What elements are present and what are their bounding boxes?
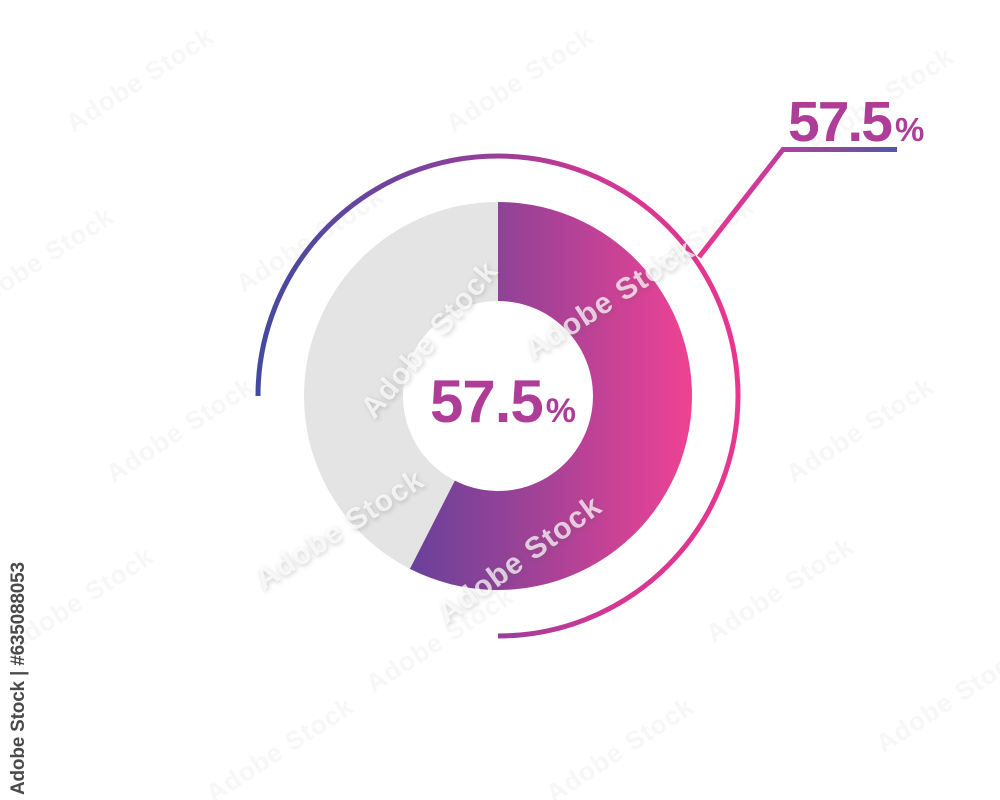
donut-center-label: 57.5 %: [430, 372, 576, 432]
callout-value-label: 57.5 %: [788, 94, 924, 151]
callout-value: 57.5: [788, 90, 893, 154]
callout-line: [697, 147, 897, 259]
center-percent-sign: %: [545, 392, 577, 430]
decorative-outer-arc: [255, 153, 741, 639]
center-value: 57.5: [430, 368, 544, 435]
donut-segment-filled: [409, 202, 692, 590]
callout-percent-sign: %: [894, 111, 925, 148]
stock-id-watermark: Adobe Stock | #635088053: [8, 562, 29, 795]
